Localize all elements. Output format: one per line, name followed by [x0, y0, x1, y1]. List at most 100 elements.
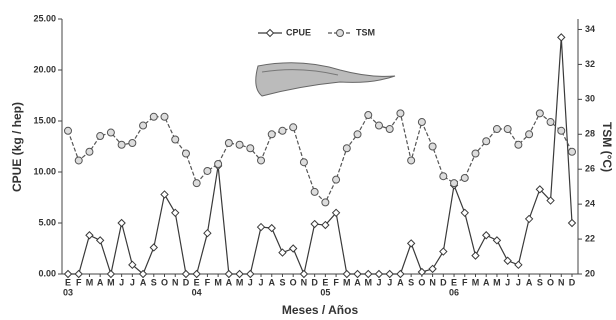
x-tick-label: S [537, 277, 543, 287]
x-tick-label: D [311, 277, 318, 287]
point [493, 237, 500, 244]
x-tick-label: M [493, 277, 501, 287]
legend-label: CPUE [286, 27, 311, 37]
point [290, 245, 297, 252]
point [343, 145, 350, 152]
x-tick-label: J [130, 277, 135, 287]
point [150, 244, 157, 251]
point [204, 167, 211, 174]
x-tick-label: E [65, 277, 71, 287]
x-tick-label: A [483, 277, 490, 287]
point [461, 174, 468, 181]
y2-tick-label: 28 [585, 129, 595, 139]
point [290, 124, 297, 131]
point [97, 133, 104, 140]
point [408, 240, 415, 247]
point [408, 157, 415, 164]
point [440, 173, 447, 180]
point [129, 140, 136, 147]
x-tick-label: M [472, 277, 480, 287]
x-tick-label: J [516, 277, 521, 287]
x-tick-label: A [526, 277, 533, 287]
year-label: 05 [320, 287, 330, 297]
point [322, 199, 329, 206]
point [225, 140, 232, 147]
point [472, 252, 479, 259]
point [451, 180, 458, 187]
y2-tick-label: 20 [585, 268, 595, 278]
point [461, 209, 468, 216]
point [526, 215, 533, 222]
point [397, 110, 404, 117]
x-tick-label: F [462, 277, 468, 287]
x-tick-label: N [558, 277, 565, 287]
x-tick-label: J [119, 277, 124, 287]
point [440, 248, 447, 255]
point [97, 237, 104, 244]
x-tick-label: J [248, 277, 253, 287]
point [75, 157, 82, 164]
x-tick-label: D [183, 277, 190, 287]
point [547, 119, 554, 126]
point [86, 232, 93, 239]
x-tick-label: S [151, 277, 157, 287]
point [118, 141, 125, 148]
point [429, 265, 436, 272]
point [268, 225, 275, 232]
point [258, 224, 265, 231]
y-tick-label: 15.00 [33, 115, 56, 125]
x-tick-label: O [547, 277, 554, 287]
point [311, 188, 318, 195]
year-label: 03 [63, 287, 73, 297]
y2-tick-label: 34 [585, 24, 595, 34]
point [365, 112, 372, 119]
legend-label: TSM [356, 27, 375, 37]
point [354, 131, 361, 138]
y-tick-label: 25.00 [33, 13, 56, 23]
x-tick-label: O [161, 277, 168, 287]
x-tick-label: A [140, 277, 147, 287]
y2-axis-title: TSM (°C) [600, 122, 614, 172]
x-tick-label: F [76, 277, 82, 287]
x-tick-label: F [205, 277, 211, 287]
x-tick-label: O [290, 277, 297, 287]
point [515, 261, 522, 268]
x-tick-label: E [194, 277, 200, 287]
point [493, 126, 500, 133]
x-tick-label: O [418, 277, 425, 287]
point [569, 220, 576, 227]
x-tick-label: M [236, 277, 244, 287]
y2-tick-label: 30 [585, 94, 595, 104]
chart: Meses / Años CPUE (kg / hep) TSM (°C) 0.… [0, 0, 616, 320]
x-tick-label: J [376, 277, 381, 287]
point [483, 138, 490, 145]
x-tick-label: M [343, 277, 351, 287]
point [300, 159, 307, 166]
point [86, 148, 93, 155]
point [279, 249, 286, 256]
point [150, 113, 157, 120]
x-tick-label: D [440, 277, 447, 287]
y-tick-label: 0.00 [38, 268, 56, 278]
y-tick-label: 20.00 [33, 64, 56, 74]
legend-marker [337, 30, 344, 37]
x-tick-label: N [301, 277, 308, 287]
point [193, 180, 200, 187]
year-label: 04 [192, 287, 202, 297]
x-tick-label: J [259, 277, 264, 287]
x-tick-label: A [226, 277, 233, 287]
point [172, 209, 179, 216]
x-tick-label: M [86, 277, 94, 287]
x-tick-label: S [279, 277, 285, 287]
fish-illustration [256, 63, 395, 96]
y-tick-label: 5.00 [38, 217, 56, 227]
x-tick-label: J [387, 277, 392, 287]
x-tick-label: A [97, 277, 104, 287]
point [118, 220, 125, 227]
x-tick-label: A [268, 277, 275, 287]
point [161, 191, 168, 198]
legend-marker [267, 30, 274, 37]
x-tick-label: A [397, 277, 404, 287]
point [386, 126, 393, 133]
point [161, 113, 168, 120]
